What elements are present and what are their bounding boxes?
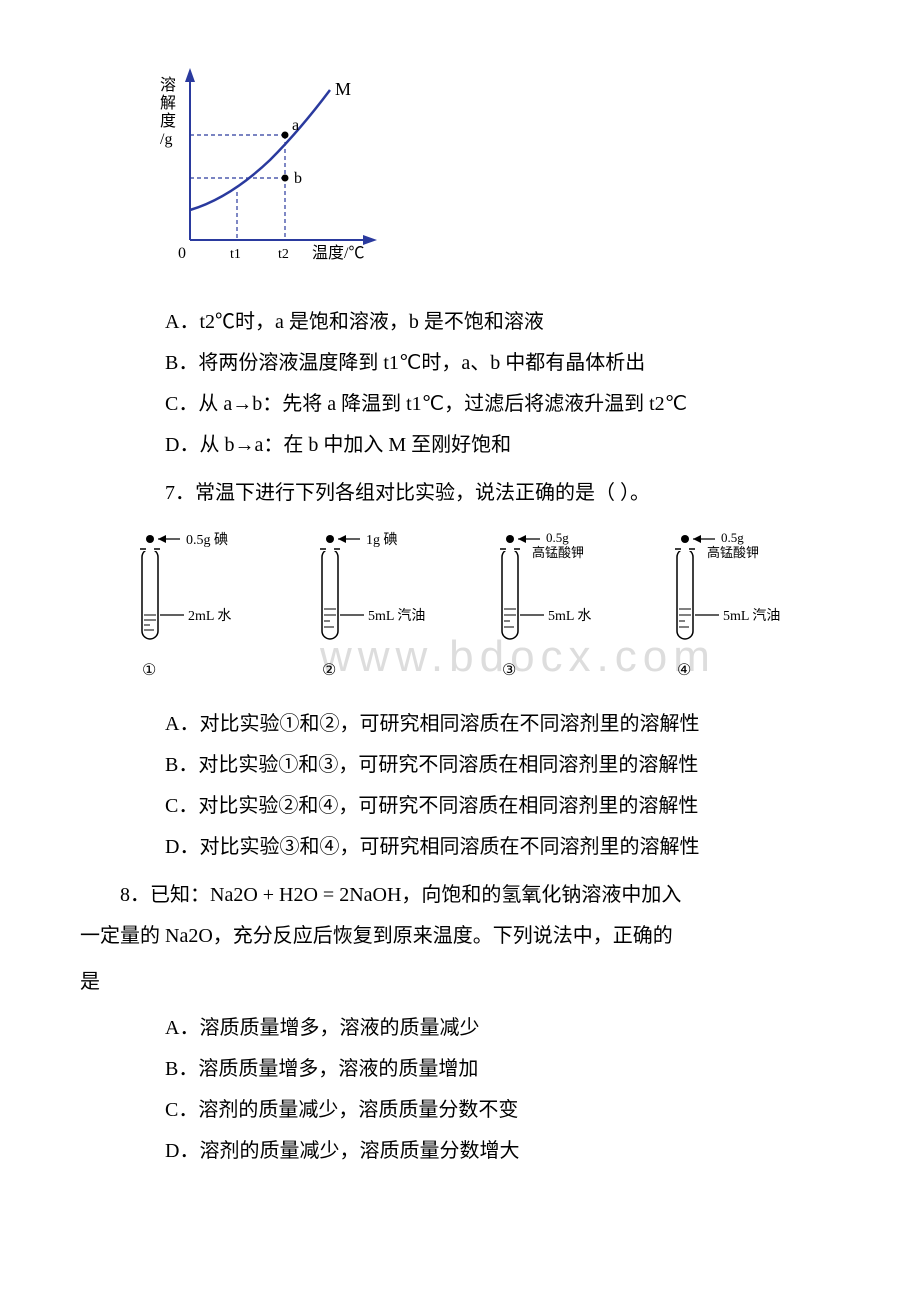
- q7-figure: 0.5g 碘 2mL 水 ① 1g 碘: [130, 527, 840, 695]
- q6-opt-d: D．从 b→a：在 b 中加入 M 至刚好饱和: [165, 426, 840, 464]
- q6-point-a: a: [292, 117, 299, 134]
- q7-opt-a: A．对比实验①和②，可研究相同溶质在不同溶剂里的溶解性: [165, 705, 840, 743]
- q7-opt-c: C．对比实验②和④，可研究不同溶质在相同溶剂里的溶解性: [165, 787, 840, 825]
- q6-opt-c: C．从 a→b：先将 a 降温到 t1℃，过滤后将滤液升温到 t2℃: [165, 385, 840, 423]
- q6-xtick1: t1: [230, 247, 241, 262]
- q7-opt-d: D．对比实验③和④，可研究相同溶质在不同溶剂里的溶解性: [165, 828, 840, 866]
- q8-opt-d: D．溶剂的质量减少，溶质质量分数增大: [165, 1132, 840, 1170]
- q6-point-b: b: [294, 170, 302, 187]
- q6-origin: 0: [178, 245, 186, 262]
- q6-opt-a: A．t2℃时，a 是饱和溶液，b 是不饱和溶液: [165, 303, 840, 341]
- q6-figure: 溶 解 度 /g 温度/℃ 0 t1 t2 M a b: [130, 60, 840, 283]
- q7-opt-b: B．对比实验①和③，可研究不同溶质在相同溶剂里的溶解性: [165, 746, 840, 784]
- ylabel-4: /g: [160, 131, 172, 148]
- tube2-top: 1g 碘: [366, 532, 398, 548]
- q6-opt-b: B．将两份溶液温度降到 t1℃时，a、b 中都有晶体析出: [165, 344, 840, 382]
- tube4-top-1: 0.5g: [721, 530, 744, 545]
- ylabel-3: 度: [160, 112, 176, 130]
- q8-opt-b: B．溶质质量增多，溶液的质量增加: [165, 1050, 840, 1088]
- q8-text-3: 是: [80, 963, 840, 1001]
- tube3-bottom: 5mL 水: [548, 608, 591, 624]
- tube3-top-2: 高锰酸钾: [532, 545, 584, 560]
- q6-curve-label: M: [335, 79, 351, 99]
- tube1-bottom: 2mL 水: [188, 608, 231, 624]
- q8-opt-a: A．溶质质量增多，溶液的质量减少: [165, 1009, 840, 1047]
- q8-opt-c: C．溶剂的质量减少，溶质质量分数不变: [165, 1091, 840, 1129]
- tube1-circ: ①: [142, 662, 156, 679]
- ylabel-1: 溶: [160, 76, 176, 94]
- q7-text: 7．常温下进行下列各组对比实验，说法正确的是（ ）。: [165, 474, 840, 512]
- tube2-bottom: 5mL 汽油: [368, 608, 425, 624]
- ylabel-2: 解: [160, 94, 176, 112]
- q6-xtick2: t2: [278, 247, 289, 262]
- q8-text-1: 8．已知：Na2O + H2O = 2NaOH，向饱和的氢氧化钠溶液中加入: [120, 876, 840, 914]
- tube3-circ: ③: [502, 662, 516, 679]
- tube4-bottom: 5mL 汽油: [723, 608, 780, 624]
- tube4-circ: ④: [677, 662, 691, 679]
- content-wrapper: 溶 解 度 /g 温度/℃ 0 t1 t2 M a b A．t: [80, 60, 840, 1170]
- tube2-circ: ②: [322, 662, 336, 679]
- tube3-top-1: 0.5g: [546, 530, 569, 545]
- tube4-top-2: 高锰酸钾: [707, 545, 759, 560]
- q8-text-2: 一定量的 Na2O，充分反应后恢复到原来温度。下列说法中，正确的: [80, 917, 840, 955]
- tube1-top: 0.5g 碘: [186, 532, 228, 548]
- q6-xlabel: 温度/℃: [312, 244, 364, 262]
